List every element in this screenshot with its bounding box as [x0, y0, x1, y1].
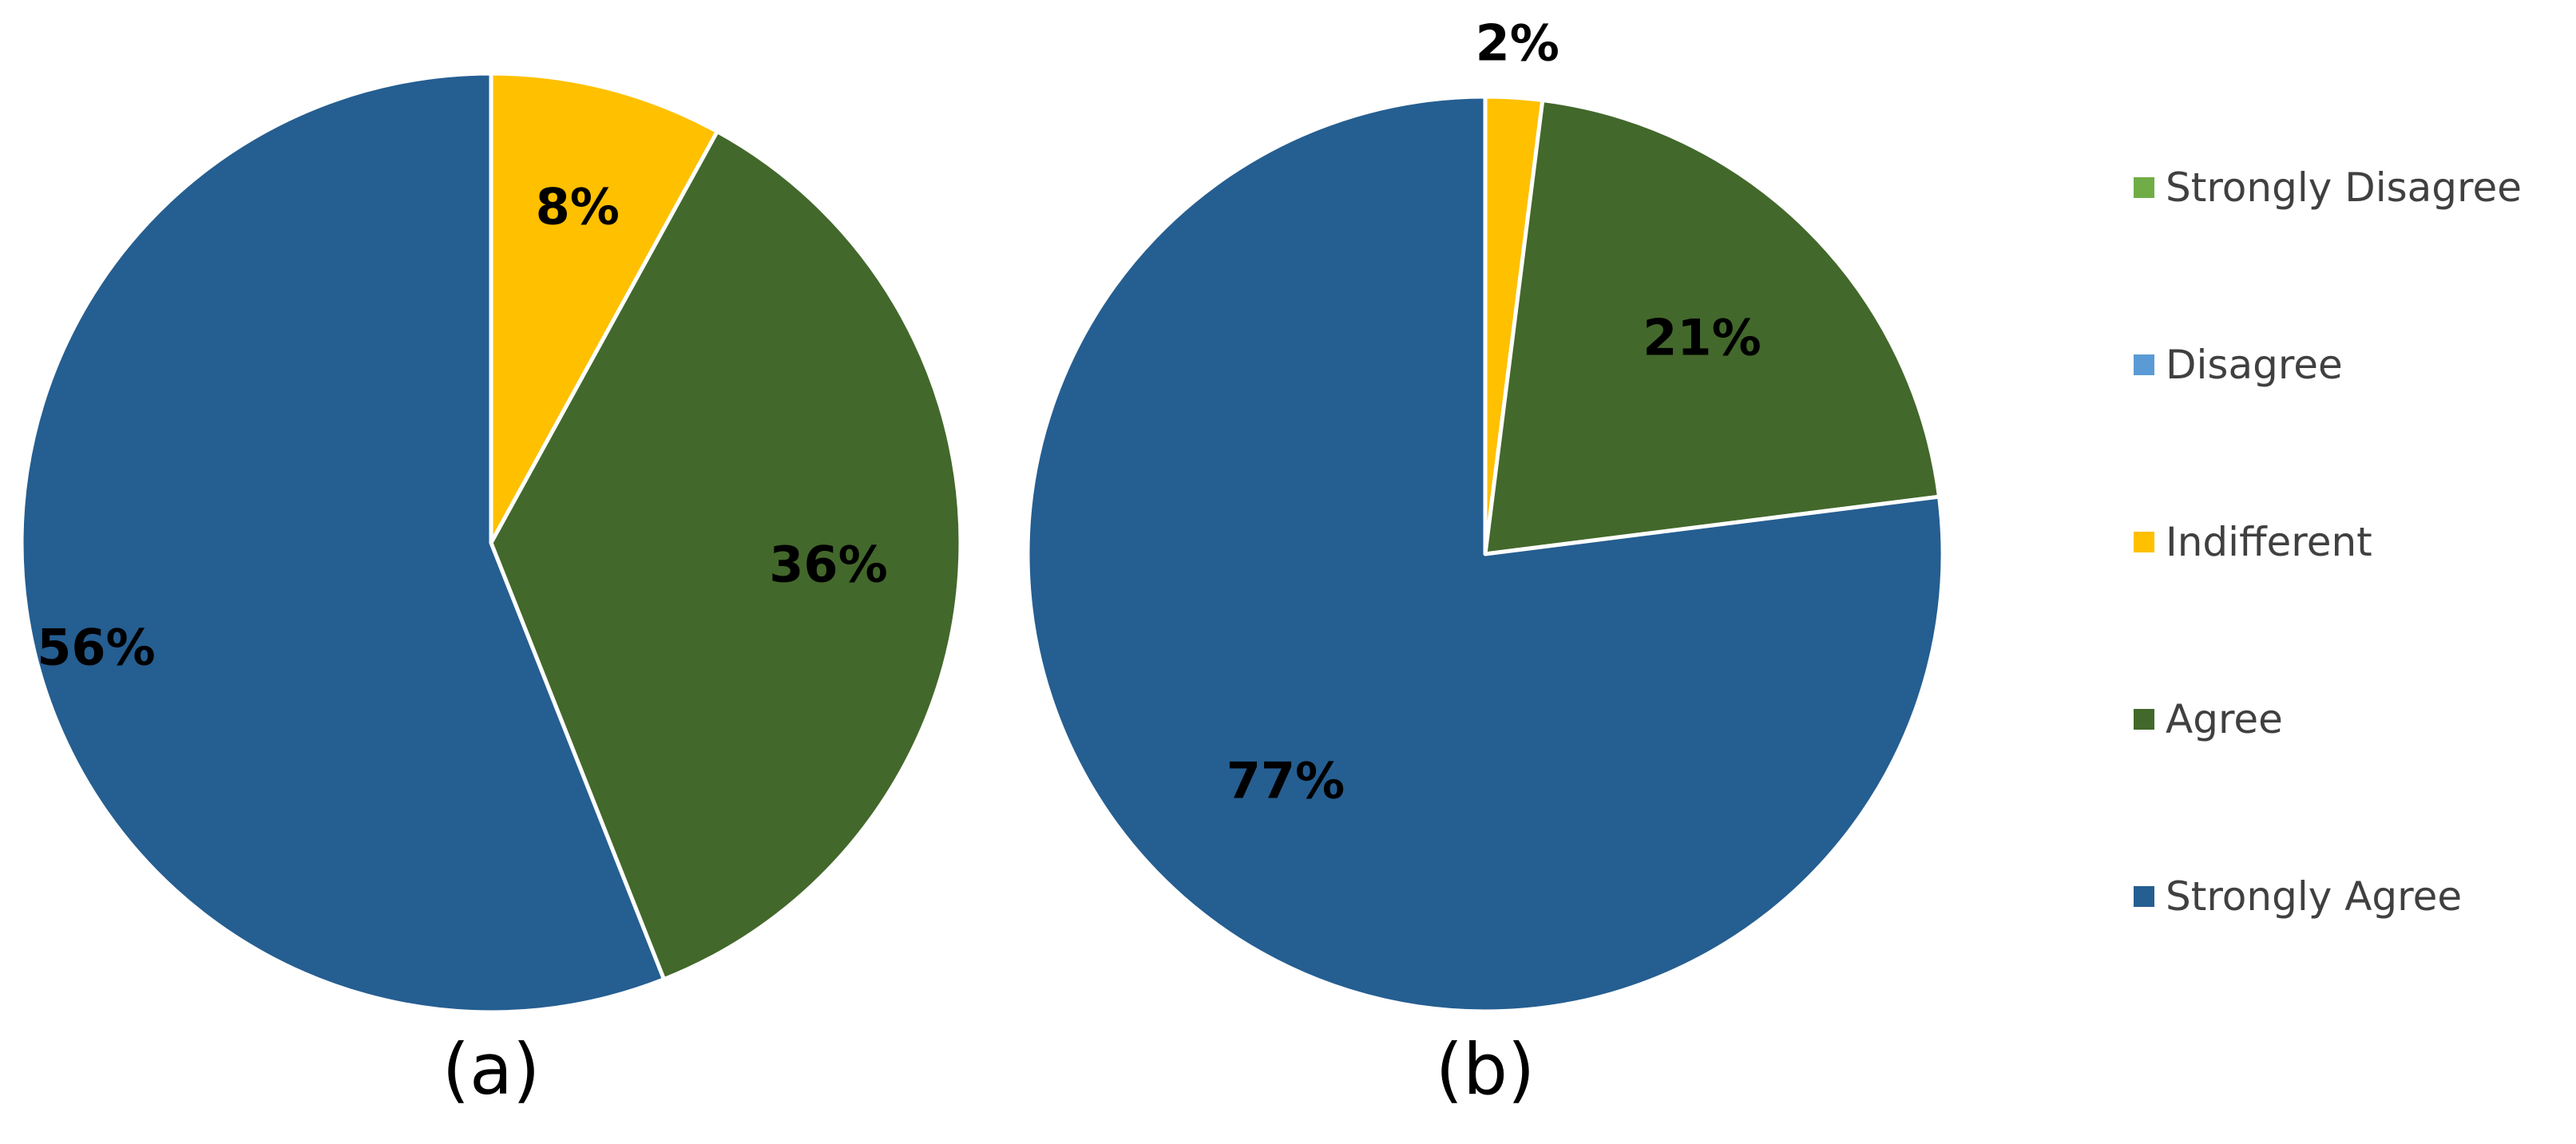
pie-chart-a: 8% 36% 56% [19, 71, 963, 1015]
legend-label-strongly-disagree: Strongly Disagree [2166, 164, 2522, 211]
pie-b-data-label-agree: 21% [1643, 309, 1761, 367]
legend-label-indifferent: Indifferent [2166, 519, 2372, 565]
panel-label-a: (a) [442, 1028, 541, 1110]
pie-a-data-label-agree: 36% [769, 536, 887, 594]
legend-swatch-agree [2134, 709, 2154, 730]
pie-a-data-label-strongly-agree: 56% [37, 619, 155, 677]
legend-swatch-indifferent [2134, 532, 2154, 552]
pie-a-slice-indifferent [489, 71, 719, 545]
pie-a-data-label-indifferent: 8% [536, 178, 620, 236]
pie-b-data-label-indifferent: 2% [1476, 14, 1559, 73]
legend-swatch-disagree [2134, 354, 2154, 375]
pie-chart-b: 2% 21% 77% [1025, 14, 1945, 1014]
legend-swatch-strongly-agree [2134, 886, 2154, 907]
legend-label-strongly-agree: Strongly Agree [2166, 873, 2462, 920]
pie-b-slice-strongly-agree [1025, 94, 1945, 1014]
legend: Strongly Disagree Disagree Indifferent A… [2134, 164, 2522, 920]
pie-a-slice-strongly-agree [19, 71, 666, 1015]
pie-b-data-label-strongly-agree: 77% [1227, 752, 1345, 810]
legend-label-agree: Agree [2166, 696, 2283, 742]
legend-label-disagree: Disagree [2166, 342, 2343, 388]
pie-b-slice-agree [1483, 98, 1941, 556]
panel-label-b: (b) [1436, 1028, 1536, 1110]
legend-swatch-strongly-disagree [2134, 177, 2154, 198]
pie-a-slice-agree [489, 129, 963, 982]
